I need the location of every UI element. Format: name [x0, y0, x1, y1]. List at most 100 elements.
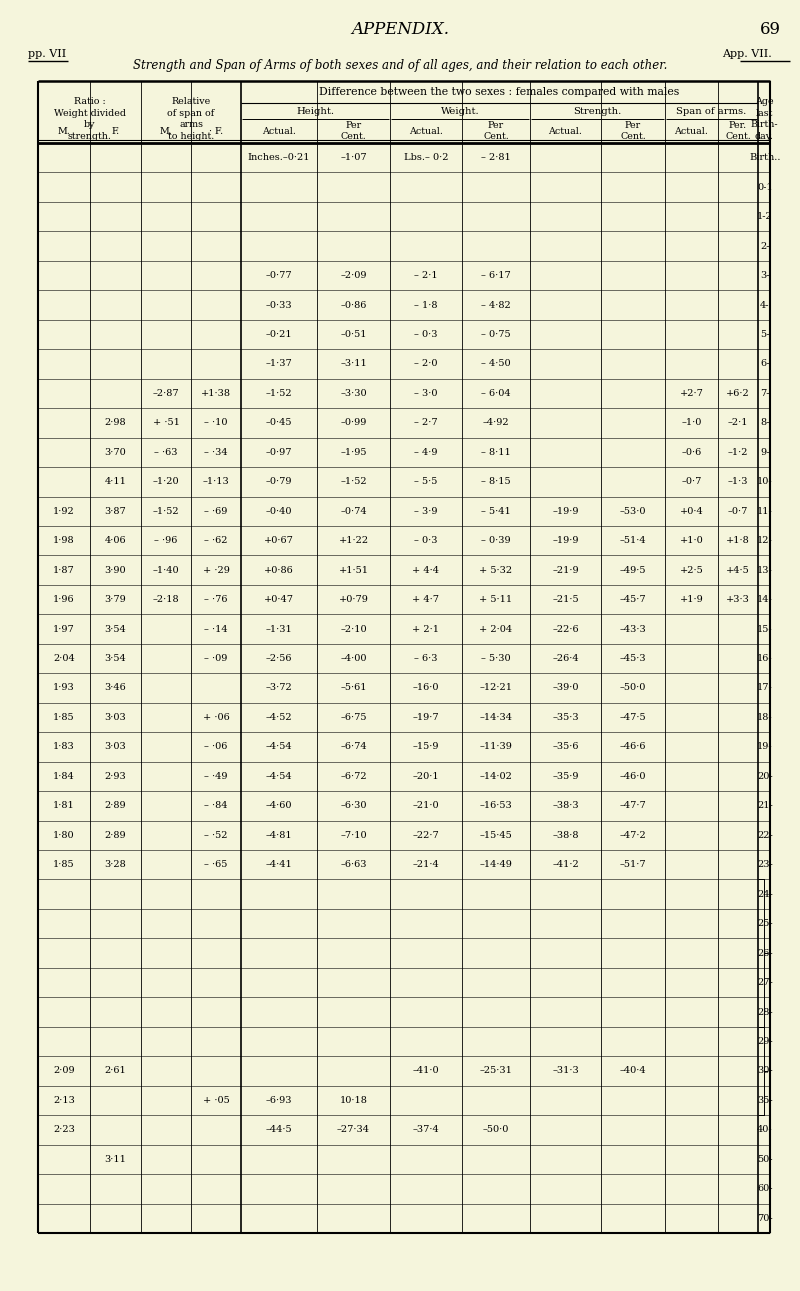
Text: · F.: · F. [209, 127, 223, 136]
Text: –50·0: –50·0 [483, 1126, 509, 1135]
Text: –6·93: –6·93 [266, 1096, 292, 1105]
Text: 40-: 40- [757, 1126, 773, 1135]
Text: –1·31: –1·31 [266, 625, 292, 634]
Text: 3·70: 3·70 [105, 448, 126, 457]
Text: 4·06: 4·06 [105, 536, 126, 545]
Text: +3·3: +3·3 [726, 595, 750, 604]
Text: 14-: 14- [757, 595, 773, 604]
Text: 13-: 13- [757, 565, 773, 574]
Text: –1·2: –1·2 [728, 448, 748, 457]
Text: –35·9: –35·9 [552, 772, 578, 781]
Text: –0·99: –0·99 [340, 418, 366, 427]
Text: 18-: 18- [757, 713, 773, 722]
Text: 1·87: 1·87 [53, 565, 75, 574]
Text: –0·51: –0·51 [340, 330, 366, 340]
Text: 20-: 20- [757, 772, 773, 781]
Text: –26·4: –26·4 [552, 655, 579, 664]
Text: – 2·1: – 2·1 [414, 271, 438, 280]
Text: 2·13: 2·13 [53, 1096, 75, 1105]
Text: 10·18: 10·18 [339, 1096, 367, 1105]
Text: 2-: 2- [760, 241, 770, 250]
Text: 1·85: 1·85 [53, 713, 75, 722]
Text: Strength.: Strength. [574, 106, 622, 115]
Text: – ·65: – ·65 [204, 860, 228, 869]
Text: –43·3: –43·3 [620, 625, 646, 634]
Text: 2·04: 2·04 [53, 655, 75, 664]
Text: 15-: 15- [757, 625, 773, 634]
Text: –22·7: –22·7 [413, 831, 439, 840]
Text: –6·74: –6·74 [340, 742, 367, 751]
Text: –1·3: –1·3 [728, 478, 748, 487]
Text: + ·29: + ·29 [202, 565, 230, 574]
Text: –7·10: –7·10 [340, 831, 367, 840]
Text: 16-: 16- [757, 655, 773, 664]
Text: –4·00: –4·00 [340, 655, 366, 664]
Text: Per.
Cent.: Per. Cent. [725, 121, 751, 141]
Text: 2·09: 2·09 [53, 1066, 75, 1075]
Text: –45·7: –45·7 [620, 595, 646, 604]
Text: – 8·11: – 8·11 [481, 448, 511, 457]
Text: –50·0: –50·0 [620, 683, 646, 692]
Text: – 0·75: – 0·75 [481, 330, 511, 340]
Text: APPENDIX.: APPENDIX. [351, 21, 449, 37]
Text: –0·21: –0·21 [266, 330, 292, 340]
Text: 1·93: 1·93 [53, 683, 75, 692]
Text: –0·33: –0·33 [266, 301, 292, 310]
Text: –2·56: –2·56 [266, 655, 292, 664]
Text: M.: M. [58, 127, 70, 136]
Text: –0·6: –0·6 [682, 448, 702, 457]
Text: –3·11: –3·11 [340, 359, 367, 368]
Text: –12·21: –12·21 [479, 683, 513, 692]
Text: + 5·32: + 5·32 [479, 565, 513, 574]
Text: – ·69: – ·69 [204, 507, 228, 515]
Text: 8-: 8- [760, 418, 770, 427]
Text: –21·5: –21·5 [552, 595, 579, 604]
Text: + ·51: + ·51 [153, 418, 179, 427]
Text: –1·13: –1·13 [202, 478, 230, 487]
Text: 1·96: 1·96 [53, 595, 75, 604]
Text: –21·4: –21·4 [413, 860, 439, 869]
Text: 1-2: 1-2 [757, 212, 773, 221]
Text: 21-: 21- [757, 802, 773, 811]
Text: Per
Cent.: Per Cent. [620, 121, 646, 141]
Text: – 3·9: – 3·9 [414, 507, 438, 515]
Text: –53·0: –53·0 [620, 507, 646, 515]
Text: –4·60: –4·60 [266, 802, 292, 811]
Text: –41·2: –41·2 [552, 860, 579, 869]
Text: +1·22: +1·22 [338, 536, 369, 545]
Text: –15·45: –15·45 [480, 831, 512, 840]
Text: –2·1: –2·1 [728, 418, 748, 427]
Text: +0·67: +0·67 [264, 536, 294, 545]
Text: – ·10: – ·10 [204, 418, 228, 427]
Text: 1·84: 1·84 [53, 772, 75, 781]
Text: 22-: 22- [757, 831, 773, 840]
Text: –31·3: –31·3 [552, 1066, 579, 1075]
Text: 9-: 9- [760, 448, 770, 457]
Text: 1·81: 1·81 [53, 802, 75, 811]
Text: – ·06: – ·06 [204, 742, 228, 751]
Text: –41·0: –41·0 [413, 1066, 439, 1075]
Text: – 5·5: – 5·5 [414, 478, 438, 487]
Text: –0·7: –0·7 [682, 478, 702, 487]
Text: Actual.: Actual. [674, 127, 709, 136]
Text: –14·49: –14·49 [479, 860, 513, 869]
Text: 5-: 5- [760, 330, 770, 340]
Text: 12-: 12- [757, 536, 773, 545]
Text: + 5·11: + 5·11 [479, 595, 513, 604]
Text: –0·40: –0·40 [266, 507, 292, 515]
Text: 3·79: 3·79 [105, 595, 126, 604]
Text: – 1·8: – 1·8 [414, 301, 438, 310]
Text: –4·41: –4·41 [266, 860, 292, 869]
Text: –1·07: –1·07 [340, 154, 367, 163]
Text: 2·61: 2·61 [105, 1066, 126, 1075]
Text: + 2·1: + 2·1 [413, 625, 439, 634]
Text: 50-: 50- [758, 1155, 773, 1164]
Text: 2·93: 2·93 [105, 772, 126, 781]
Text: 1·92: 1·92 [53, 507, 75, 515]
Text: –16·53: –16·53 [480, 802, 512, 811]
Text: –39·0: –39·0 [552, 683, 578, 692]
Text: – 6·04: – 6·04 [481, 389, 511, 398]
Text: 2·98: 2·98 [105, 418, 126, 427]
Text: 1·83: 1·83 [53, 742, 75, 751]
Text: 3·46: 3·46 [105, 683, 126, 692]
